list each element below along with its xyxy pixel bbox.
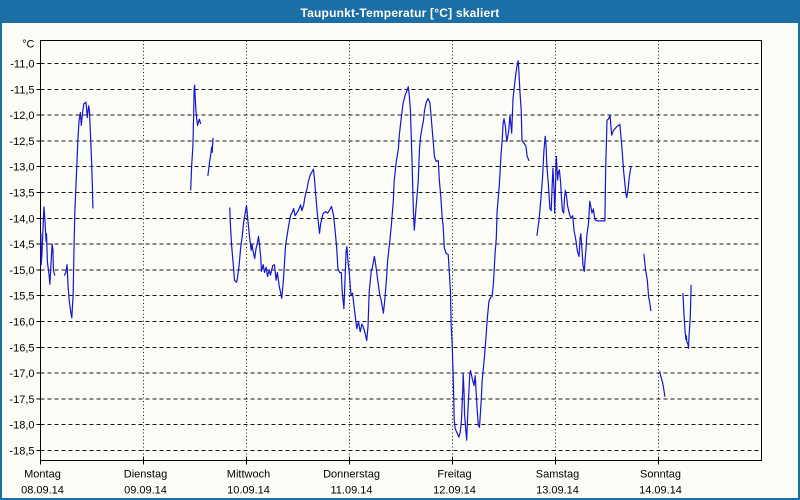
x-axis-day-label: Samstag bbox=[536, 469, 579, 481]
y-axis-label: -12,5 bbox=[9, 136, 34, 148]
x-axis-date-label: 10.09.14 bbox=[227, 485, 270, 497]
x-axis-date-label: 09.09.14 bbox=[124, 485, 167, 497]
y-axis-label: -17,0 bbox=[9, 368, 34, 380]
x-axis-date-label: 12.09.14 bbox=[433, 485, 476, 497]
y-axis-label: -15,0 bbox=[9, 265, 34, 277]
x-axis-date-label: 13.09.14 bbox=[536, 485, 579, 497]
temperature-series-line bbox=[643, 253, 652, 312]
x-axis-day-label: Montag bbox=[24, 469, 61, 481]
x-axis-day-label: Mittwoch bbox=[227, 469, 270, 481]
y-axis-label: -12,0 bbox=[9, 110, 34, 122]
temperature-series-line bbox=[190, 84, 202, 191]
y-axis-label: -18,5 bbox=[9, 446, 34, 458]
x-axis-date-label: 11.09.14 bbox=[330, 485, 372, 497]
y-axis-label: -14,5 bbox=[9, 239, 34, 251]
x-axis-day-label: Donnerstag bbox=[323, 469, 380, 481]
temperature-series-line bbox=[63, 101, 94, 319]
x-axis-day-label: Freitag bbox=[437, 469, 471, 481]
y-axis-label: -17,5 bbox=[9, 394, 34, 406]
x-axis-day-label: Dienstag bbox=[124, 469, 167, 481]
y-axis-label: -15,5 bbox=[9, 291, 34, 303]
x-axis-date-label: 14.09.14 bbox=[639, 485, 682, 497]
temperature-series-line bbox=[659, 371, 666, 397]
window-title: Taupunkt-Temperatur [°C] skaliert bbox=[300, 5, 500, 20]
y-axis-label: -14,0 bbox=[9, 213, 34, 225]
x-axis-date-label: 08.09.14 bbox=[21, 485, 64, 497]
y-axis-label: -13,5 bbox=[9, 188, 34, 200]
y-axis-unit-label: °C bbox=[22, 39, 34, 51]
y-axis-label: -11,5 bbox=[10, 84, 34, 96]
temperature-series-line bbox=[40, 206, 56, 285]
plot-frame bbox=[40, 40, 762, 461]
temperature-series-line bbox=[229, 60, 530, 441]
y-axis-label: -18,0 bbox=[9, 420, 34, 432]
y-axis-label: -13,0 bbox=[9, 162, 34, 174]
y-axis-label: -11,0 bbox=[10, 59, 34, 71]
window-titlebar: Taupunkt-Temperatur [°C] skaliert bbox=[2, 2, 798, 23]
temperature-series-line bbox=[207, 137, 214, 177]
temperature-series-line bbox=[536, 114, 632, 272]
y-axis-label: -16,5 bbox=[9, 342, 34, 354]
temperature-series-line bbox=[682, 284, 692, 349]
x-axis-day-label: Sonntag bbox=[640, 469, 681, 481]
y-axis-label: -16,0 bbox=[9, 317, 34, 329]
